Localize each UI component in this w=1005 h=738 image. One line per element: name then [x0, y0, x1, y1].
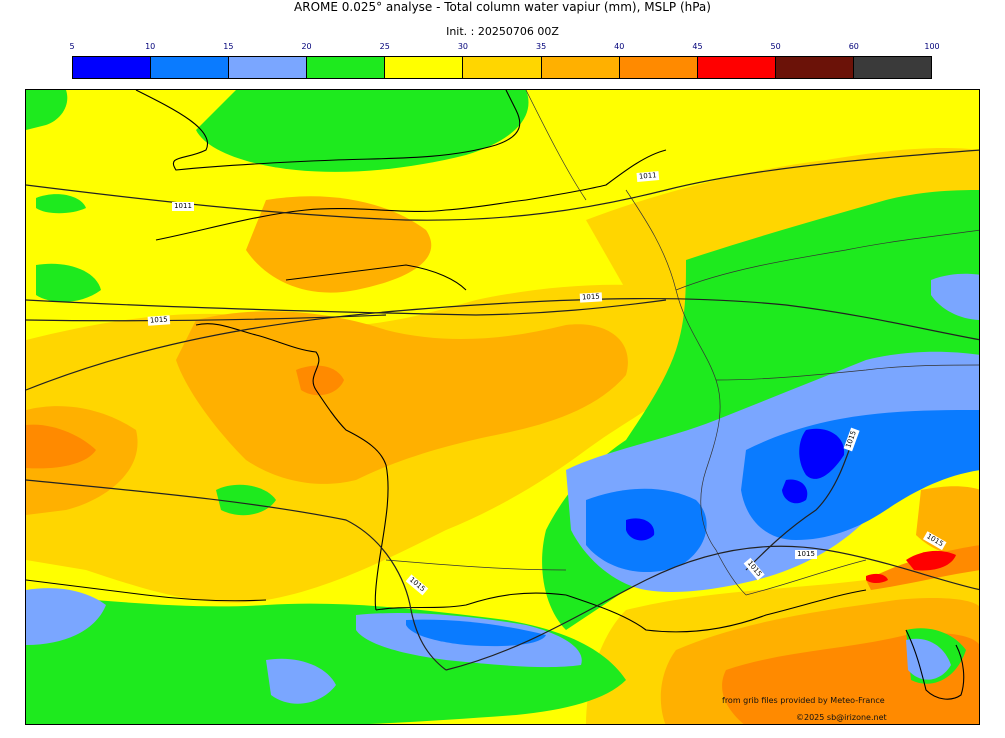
- weather-map: 1011 1011 1015 1015 1015 1015 1015 1015 1015: [25, 89, 980, 725]
- colorbar-tick-label: 30: [457, 42, 468, 51]
- colorbar-tick-label: 35: [535, 42, 547, 51]
- colorbar-tick-label: 100: [924, 42, 940, 51]
- isobar-label-bg: [843, 427, 860, 452]
- colorbar-segment: [697, 57, 776, 78]
- colorbar-ticks: 5 10 15 20 25 30 35 40 45 50 60 100: [0, 42, 1005, 54]
- chart-title: AROME 0.025° analyse - Total column wate…: [294, 0, 711, 14]
- isobar-label-bg: [579, 292, 603, 303]
- colorbar-segment: [229, 57, 308, 78]
- colorbar-segment: [541, 57, 620, 78]
- colorbar-tick-label: 15: [223, 42, 234, 51]
- coastlines: [26, 90, 965, 700]
- colorbar-segment: [307, 57, 386, 78]
- colorbar-segment: [73, 57, 152, 78]
- colorbar-segment: [775, 57, 854, 78]
- tcwv-field-5-10: [626, 428, 845, 541]
- colorbar-segment: [619, 57, 698, 78]
- colorbar-tick-label: 40: [614, 42, 625, 51]
- colorbar-segment: [853, 57, 932, 78]
- colorbar-tick-label: 45: [692, 42, 703, 51]
- isobar-label-bg: [405, 574, 429, 596]
- init-time: Init. : 20250706 00Z: [446, 25, 559, 38]
- isobar-label: 1011: [174, 202, 192, 210]
- tcwv-field-45-50: [866, 550, 956, 583]
- country-borders: [385, 90, 979, 596]
- data-source-credit: from grib files provided by Meteo-France: [722, 696, 885, 705]
- colorbar-tick-label: 10: [145, 42, 156, 51]
- colorbar-tick-label: 60: [848, 42, 859, 51]
- isobars: [26, 149, 979, 671]
- colorbar-tick-label: 25: [379, 42, 390, 51]
- colorbar-tick-label: 50: [770, 42, 781, 51]
- colorbar-segment: [385, 57, 464, 78]
- colorbar-tick-label: 20: [301, 42, 312, 51]
- isobar-label-bg: [172, 202, 194, 211]
- colorbar-segment: [151, 57, 230, 78]
- isobar-label-bg: [795, 550, 817, 559]
- isobar-label: 1015: [582, 293, 600, 302]
- isobar-label-bg: [743, 557, 765, 581]
- isobar-label: 1015: [150, 315, 168, 324]
- colorbar: [72, 56, 932, 79]
- copyright-credit: ©2025 sb@irizone.net: [796, 713, 887, 722]
- isobar-label: 1011: [639, 171, 657, 181]
- isobar-label: 1015: [797, 550, 815, 558]
- isobar-label-bg: [636, 171, 660, 182]
- colorbar-tick-label: 5: [69, 42, 75, 51]
- isobar-label-bg: [922, 531, 947, 551]
- colorbar-segment: [463, 57, 542, 78]
- isobar-label-bg: [147, 315, 171, 326]
